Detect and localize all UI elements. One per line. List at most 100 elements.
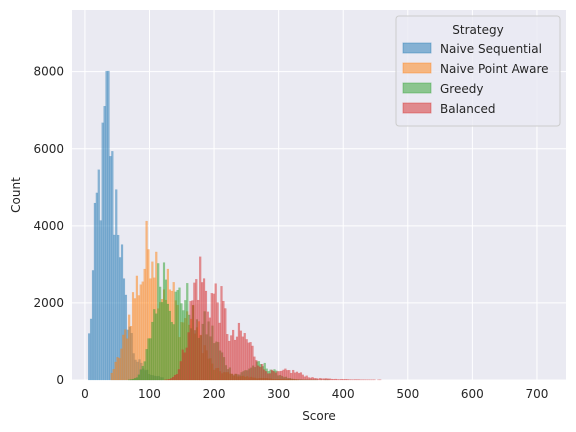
x-axis-label: Score bbox=[302, 409, 336, 423]
histogram-bar bbox=[307, 377, 310, 381]
histogram-bar bbox=[101, 122, 104, 381]
histogram-bar bbox=[266, 373, 270, 381]
histogram-bar bbox=[173, 374, 177, 381]
histogram-bar bbox=[259, 366, 262, 381]
histogram-bar bbox=[233, 339, 237, 381]
histogram-bar bbox=[199, 256, 202, 381]
histogram-bar bbox=[175, 374, 179, 381]
x-tick-label: 0 bbox=[81, 387, 89, 401]
histogram-bar bbox=[239, 330, 242, 381]
histogram-bar bbox=[122, 334, 125, 381]
x-tick-label: 600 bbox=[461, 387, 484, 401]
histogram-bar bbox=[301, 374, 304, 381]
histogram-bar bbox=[95, 192, 98, 381]
histogram-bar bbox=[166, 303, 170, 381]
y-tick-label: 2000 bbox=[33, 296, 64, 310]
histogram-bar bbox=[216, 302, 219, 381]
histogram-bar bbox=[321, 378, 324, 381]
histogram-bar bbox=[114, 361, 117, 381]
histogram-bar bbox=[251, 345, 254, 381]
x-tick-label: 500 bbox=[396, 387, 419, 401]
y-tick-label: 0 bbox=[56, 373, 64, 387]
histogram-bar bbox=[262, 369, 266, 381]
histogram-bar bbox=[168, 379, 171, 381]
histogram-bar bbox=[280, 370, 283, 381]
histogram-bar bbox=[109, 156, 112, 381]
histogram-bar bbox=[309, 377, 312, 381]
histogram-bar bbox=[297, 373, 301, 381]
histogram-bar bbox=[226, 334, 229, 381]
histogram-bar bbox=[208, 317, 211, 381]
histogram-bar bbox=[168, 310, 171, 381]
legend-swatch bbox=[402, 42, 432, 54]
histogram-bar bbox=[237, 322, 241, 381]
histogram-bar bbox=[340, 378, 343, 381]
histogram-bar bbox=[330, 378, 334, 381]
histogram-bar bbox=[170, 321, 173, 381]
histogram-bar bbox=[105, 70, 108, 381]
histogram-bar bbox=[228, 340, 231, 381]
histogram-bar bbox=[187, 332, 190, 381]
histogram-bar bbox=[346, 379, 349, 381]
histogram-bar bbox=[197, 299, 200, 381]
histogram-bar bbox=[286, 370, 289, 381]
histogram-bar bbox=[336, 379, 339, 381]
histogram-bar bbox=[193, 282, 196, 381]
histogram-bar bbox=[342, 379, 345, 381]
histogram-bar bbox=[255, 360, 258, 381]
legend-label: Naive Point Aware bbox=[440, 62, 549, 76]
histogram-bar bbox=[129, 325, 133, 381]
x-tick-label: 300 bbox=[267, 387, 290, 401]
histogram-bar bbox=[153, 309, 156, 381]
histogram-bar bbox=[89, 318, 93, 381]
histogram-bar bbox=[253, 356, 256, 381]
histogram-bar bbox=[323, 378, 326, 381]
histogram-bar bbox=[282, 369, 285, 381]
histogram-bar bbox=[231, 329, 235, 381]
histogram-bar bbox=[120, 348, 123, 381]
histogram-bar bbox=[160, 302, 164, 381]
histogram-bar bbox=[338, 379, 341, 381]
histogram-bar bbox=[299, 372, 303, 381]
x-tick-label: 700 bbox=[525, 387, 548, 401]
histogram-bar bbox=[313, 378, 316, 381]
histogram-bar bbox=[303, 376, 306, 381]
legend-label: Balanced bbox=[440, 102, 495, 116]
histogram-bar bbox=[131, 378, 135, 381]
histogram-bar bbox=[145, 349, 148, 381]
histogram-bar bbox=[135, 275, 139, 381]
legend-box bbox=[395, 15, 561, 127]
histogram-bar bbox=[328, 378, 332, 381]
histogram-bar bbox=[111, 151, 114, 381]
histogram-bar bbox=[247, 342, 250, 381]
histogram-bar bbox=[295, 371, 299, 381]
histogram-bar bbox=[124, 329, 127, 381]
legend-label: Naive Sequential bbox=[440, 42, 542, 56]
x-tick-label: 100 bbox=[138, 387, 161, 401]
legend-label: Greedy bbox=[440, 82, 483, 96]
histogram-bar bbox=[133, 298, 137, 381]
histogram-bar bbox=[112, 369, 115, 381]
histogram-bar bbox=[126, 338, 129, 381]
histogram-bar bbox=[257, 365, 260, 381]
histogram-bar bbox=[170, 378, 173, 381]
histogram-bar bbox=[249, 342, 252, 381]
legend-swatch bbox=[402, 82, 432, 94]
histogram-bar bbox=[191, 300, 194, 381]
histogram-bar bbox=[174, 291, 177, 381]
histogram-bar bbox=[115, 189, 118, 381]
histogram-bar bbox=[293, 372, 297, 381]
x-tick-label: 200 bbox=[203, 387, 226, 401]
histogram-bar bbox=[224, 308, 227, 381]
histogram-bar bbox=[185, 347, 188, 381]
histogram-bar bbox=[91, 270, 95, 381]
histogram-bar bbox=[141, 365, 144, 381]
histogram-bar bbox=[206, 311, 210, 381]
histogram-bar bbox=[139, 284, 142, 381]
histogram-bar bbox=[235, 336, 239, 381]
histogram-bar bbox=[164, 279, 168, 381]
histogram-bar bbox=[268, 373, 272, 381]
legend-swatch bbox=[402, 62, 432, 74]
y-axis-label: Count bbox=[9, 177, 23, 213]
